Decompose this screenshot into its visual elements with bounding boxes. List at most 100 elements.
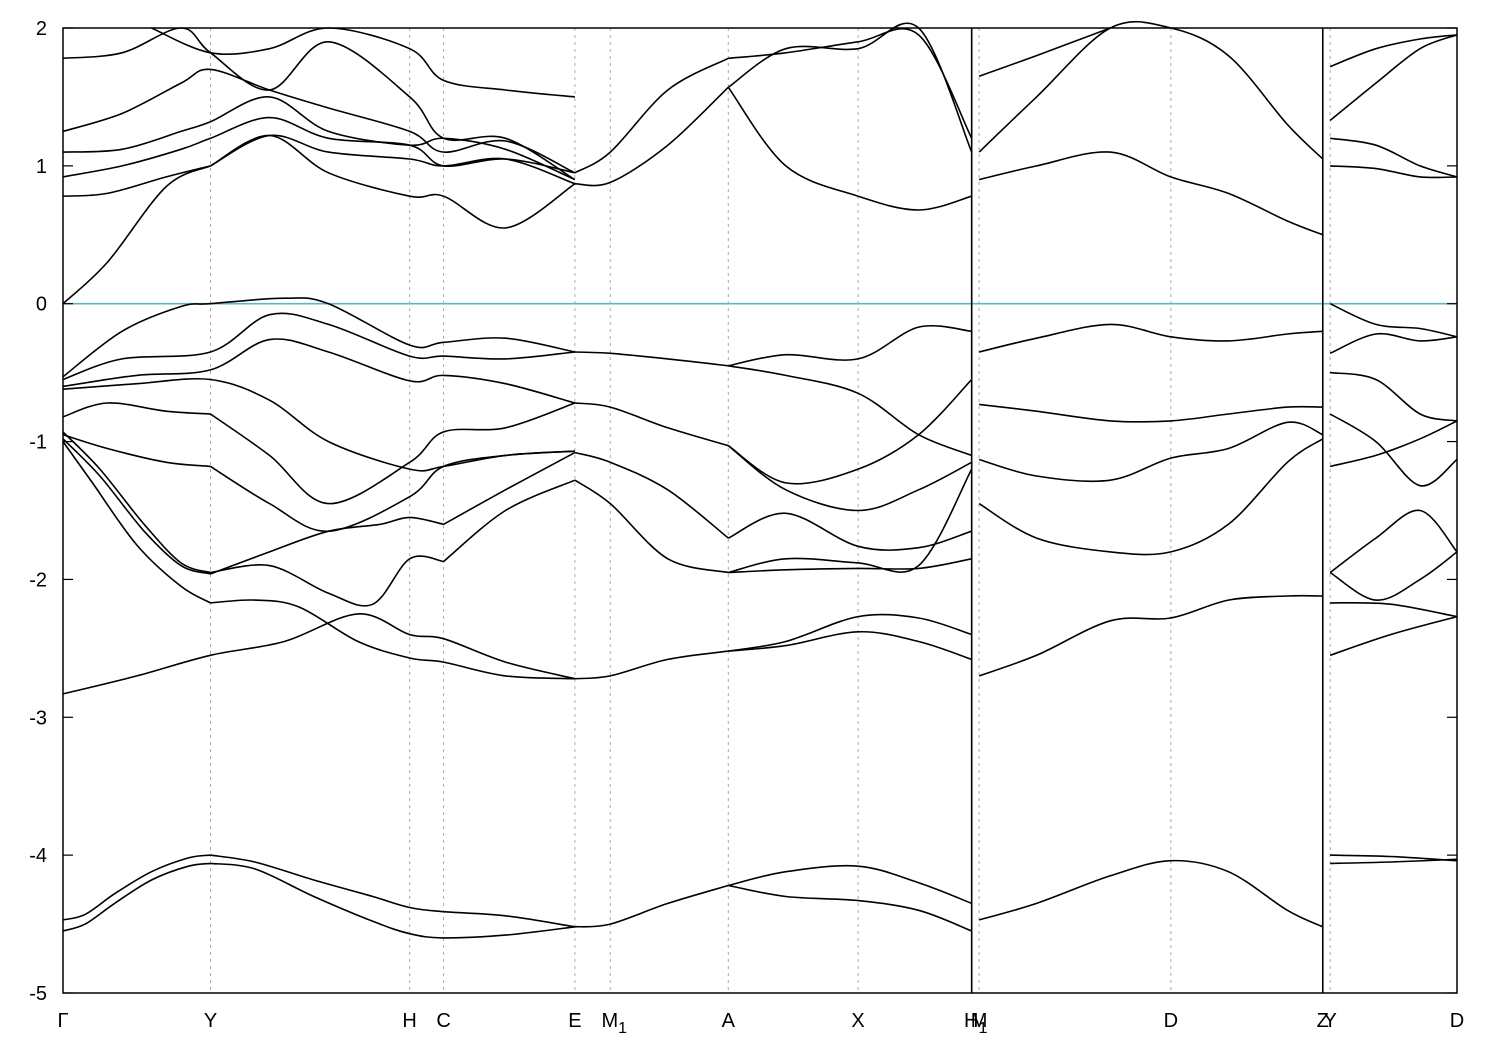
- y-tick-label: -5: [29, 983, 47, 1005]
- band-line-69: [978, 151, 1324, 236]
- band-line-19: [62, 431, 211, 574]
- band-line-49: [574, 351, 729, 367]
- band-line-57: [210, 134, 576, 229]
- band-line-6: [728, 884, 972, 932]
- x-tick-label: M1: [601, 1010, 627, 1037]
- band-line-74: [1329, 34, 1458, 122]
- band-line-13: [574, 650, 729, 680]
- band-line-1: [62, 854, 211, 921]
- band-line-17: [1330, 601, 1458, 618]
- band-line-64: [574, 86, 729, 187]
- x-tick-label: Y: [204, 1010, 217, 1032]
- x-tick-label: C: [436, 1010, 450, 1032]
- band-line-10: [62, 613, 576, 695]
- plot-frame: [62, 27, 1458, 994]
- band-line-15: [728, 630, 972, 661]
- band-line-52: [978, 323, 1323, 353]
- band-line-50: [728, 365, 972, 457]
- y-tick-label: -2: [29, 569, 47, 591]
- y-tick-label: -1: [29, 432, 47, 454]
- x-tick-subscript: 1: [978, 1020, 987, 1037]
- band-line-12: [210, 599, 575, 680]
- band-line-68: [728, 28, 973, 139]
- x-tick-label: A: [722, 1010, 736, 1032]
- x-tick-label: E: [568, 1010, 581, 1032]
- band-line-39: [727, 378, 973, 485]
- band-line-18: [1329, 615, 1458, 657]
- y-tick-label: -3: [29, 707, 47, 729]
- x-tick-label: D: [1450, 1010, 1464, 1032]
- band-line-5: [728, 864, 972, 905]
- band-line-14: [728, 613, 972, 652]
- y-tick-label: -4: [29, 845, 47, 867]
- band-line-24: [443, 451, 576, 525]
- band-line-34: [62, 433, 211, 468]
- band-line-9: [1330, 854, 1458, 862]
- band-lines: [62, 20, 1458, 939]
- band-line-72: [1330, 165, 1458, 179]
- band-line-11: [62, 441, 211, 604]
- band-line-30: [978, 438, 1324, 556]
- band-line-51: [728, 324, 972, 367]
- band-line-71: [978, 27, 1111, 78]
- y-tick-label: 0: [36, 294, 47, 316]
- band-line-27: [728, 558, 972, 574]
- band-line-42: [1329, 413, 1458, 487]
- band-line-66: [727, 86, 972, 211]
- band-line-59: [62, 116, 576, 178]
- band-line-53: [1329, 332, 1458, 355]
- y-tick-label: 1: [36, 156, 47, 178]
- band-line-2: [210, 862, 575, 939]
- band-line-29: [728, 468, 973, 574]
- band-line-70: [978, 20, 1324, 160]
- band-line-20: [62, 438, 211, 575]
- y-axis: 2 1 0 -1 -2 -3 -4 -5: [29, 18, 1457, 1005]
- band-line-61: [62, 68, 576, 174]
- band-line-31: [1329, 509, 1458, 574]
- band-line-54: [1329, 302, 1458, 338]
- band-line-62: [62, 27, 576, 181]
- band-line-32: [1329, 551, 1458, 601]
- band-line-40: [978, 421, 1324, 483]
- band-line-33: [62, 402, 211, 418]
- band-line-56: [62, 165, 211, 197]
- band-line-16: [978, 594, 1323, 677]
- band-line-63: [151, 27, 575, 98]
- band-line-3: [210, 854, 576, 928]
- path-breaks: [970, 28, 1324, 993]
- band-line-60: [62, 96, 576, 181]
- band-line-4: [574, 884, 729, 928]
- x-tick-label: Y: [1323, 1010, 1336, 1032]
- x-tick-label: X: [851, 1010, 864, 1032]
- band-line-35: [210, 402, 576, 505]
- band-line-41: [979, 403, 1323, 423]
- band-line-38: [727, 445, 973, 512]
- x-tick-subscript: 1: [618, 1020, 627, 1037]
- band-line-47: [62, 312, 575, 381]
- x-tick-label: Z: [1317, 1010, 1329, 1032]
- band-line-55: [62, 165, 211, 305]
- band-line-23: [443, 479, 576, 563]
- band-line-46: [62, 338, 576, 404]
- band-line-28: [727, 512, 972, 551]
- y-tick-label: 2: [36, 18, 47, 40]
- band-line-65: [574, 57, 729, 174]
- band-line-25: [574, 479, 729, 574]
- band-line-43: [1329, 420, 1458, 468]
- band-line-44: [1329, 371, 1458, 422]
- band-line-36: [210, 450, 575, 533]
- x-tick-label: Γ: [57, 1010, 68, 1032]
- band-line-45: [62, 377, 575, 472]
- band-line-37: [574, 402, 729, 447]
- band-line-73: [1329, 137, 1458, 178]
- band-line-7: [978, 859, 1324, 928]
- band-line-21: [210, 555, 444, 607]
- x-tick-label: D: [1164, 1010, 1178, 1032]
- band-line-75: [1329, 34, 1458, 68]
- x-tick-label: H: [402, 1010, 416, 1032]
- band-line-22: [210, 516, 444, 575]
- x-tick-label: M: [971, 1010, 988, 1032]
- x-axis: Γ Y H C E M1 A X H1M D ZY D: [57, 1010, 1464, 1037]
- band-line-26: [574, 451, 729, 539]
